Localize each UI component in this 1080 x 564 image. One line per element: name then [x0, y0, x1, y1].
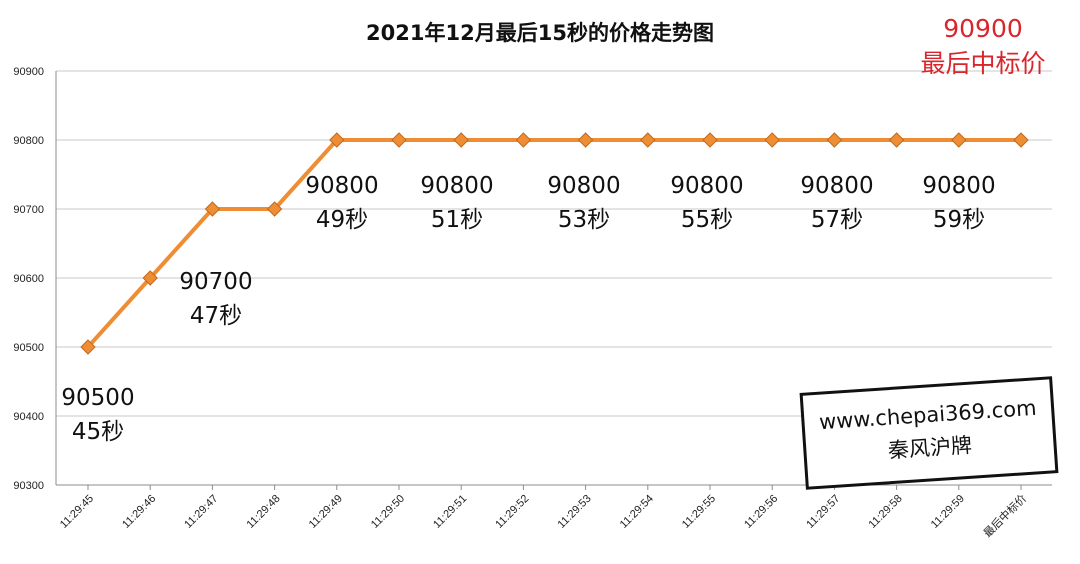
annotation-price: 90800 — [800, 173, 873, 199]
annotation-price: 90800 — [305, 173, 378, 199]
x-tick-label: 最后中标价 — [980, 491, 1029, 540]
data-point-marker — [577, 132, 594, 148]
annotation-time: 53秒 — [558, 207, 610, 233]
data-point-marker — [453, 132, 469, 148]
y-tick-label: 90500 — [13, 342, 44, 354]
watermark-name: 秦风沪牌 — [887, 433, 972, 463]
data-point-marker — [640, 132, 656, 148]
x-tick-label: 11:29:46 — [120, 493, 158, 531]
data-point-marker — [80, 339, 96, 355]
y-tick-label: 90600 — [13, 273, 44, 285]
data-point-marker — [702, 132, 718, 148]
x-tick-label: 11:29:59 — [929, 493, 967, 531]
annotation-time: 55秒 — [681, 207, 733, 233]
annotation-time: 47秒 — [190, 303, 242, 329]
x-tick-label: 11:29:47 — [182, 493, 220, 531]
x-tick-label: 11:29:56 — [742, 493, 780, 531]
data-point-marker — [515, 132, 532, 148]
y-tick-label: 90700 — [13, 204, 44, 216]
x-tick-label: 11:29:57 — [804, 493, 842, 531]
annotation-time: 51秒 — [431, 207, 483, 233]
x-tick-label: 11:29:49 — [307, 493, 345, 531]
x-tick-label: 11:29:58 — [867, 493, 905, 531]
x-tick-label: 11:29:55 — [680, 493, 718, 531]
chart-title: 2021年12月最后15秒的价格走势图 — [366, 21, 714, 45]
y-tick-label: 90900 — [13, 66, 44, 78]
x-tick-label: 11:29:50 — [369, 493, 407, 531]
watermark-border — [799, 376, 1059, 490]
data-point-marker — [951, 132, 967, 148]
annotation-price: 90500 — [61, 385, 134, 411]
data-markers — [80, 132, 1029, 355]
annotation-time: 45秒 — [72, 419, 124, 445]
x-tick-label: 11:29:54 — [618, 493, 656, 531]
y-axis-ticks: 90300 90400 90500 90600 90700 90800 90900 — [13, 66, 44, 492]
data-point-marker — [764, 132, 780, 148]
axes — [55, 71, 1052, 486]
gridlines — [56, 70, 1052, 417]
annotation-time: 59秒 — [933, 207, 985, 233]
data-point-marker — [391, 132, 407, 148]
data-point-marker — [888, 132, 905, 148]
y-tick-label: 90400 — [13, 411, 44, 423]
annotation-time: 49秒 — [316, 207, 368, 233]
y-tick-label: 90800 — [13, 135, 44, 147]
point-annotations: 90500 45秒 90700 47秒 90800 49秒 90800 51秒 90800 53秒… — [61, 173, 995, 445]
data-point-marker — [266, 201, 283, 217]
annotation-time: 57秒 — [811, 207, 863, 233]
x-tick-label: 11:29:53 — [556, 493, 594, 531]
annotation-price: 90700 — [179, 269, 252, 295]
y-tick-label: 90300 — [13, 480, 44, 492]
annotation-price: 90800 — [547, 173, 620, 199]
data-point-marker — [329, 132, 345, 148]
annotation-price: 90800 — [922, 173, 995, 199]
data-point-marker — [204, 201, 221, 217]
data-point-marker — [142, 270, 158, 286]
final-price-value: 90900 — [943, 14, 1023, 43]
x-tick-label: 11:29:45 — [58, 493, 96, 531]
x-tick-label: 11:29:48 — [245, 493, 283, 531]
series-line — [86, 138, 1023, 349]
data-point-marker — [1013, 132, 1029, 148]
x-axis-ticks: 11:29:45 11:29:46 11:29:47 11:29:48 11:29:49… — [58, 485, 1029, 540]
x-tick-label: 11:29:52 — [493, 493, 531, 531]
annotation-price: 90800 — [420, 173, 493, 199]
annotation-price: 90800 — [670, 173, 743, 199]
x-tick-label: 11:29:51 — [431, 493, 469, 531]
watermark-stamp: www.chepai369.com 秦风沪牌 — [799, 376, 1059, 490]
data-point-marker — [826, 132, 843, 148]
final-price-label: 最后中标价 — [920, 49, 1045, 78]
price-line — [86, 138, 1023, 349]
